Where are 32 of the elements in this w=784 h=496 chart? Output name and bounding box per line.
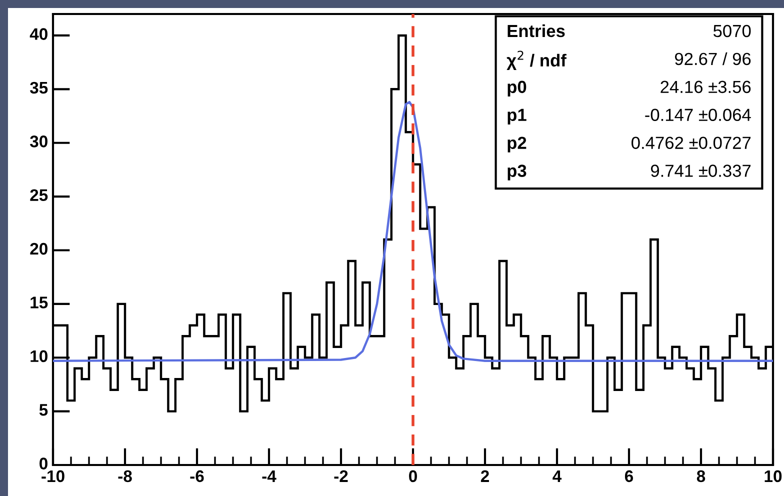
annotation: -0.147 ±0.064 [645, 108, 751, 122]
annotation: 5070 [713, 24, 751, 38]
annotation: 9.741 ±0.337 [650, 164, 751, 177]
x-tick-label: 6 [624, 470, 634, 482]
y-tick-label: 15 [30, 296, 48, 308]
x-tick-label: -8 [118, 470, 132, 482]
y-tick-label: 10 [30, 350, 48, 362]
annotation: 92.67 / 96 [674, 52, 751, 66]
y-tick-label: 25 [30, 189, 48, 202]
x-tick-label: -10 [42, 470, 64, 482]
y-tick-label: 30 [30, 136, 48, 148]
annotation: p3 [508, 164, 526, 180]
y-tick-label: 40 [30, 28, 48, 40]
x-tick-label: -2 [334, 470, 348, 482]
x-tick-label: -6 [190, 470, 204, 482]
annotation: 24.16 ±3.56 [660, 80, 751, 94]
y-tick-label: 20 [30, 242, 48, 255]
annotation: p2 [508, 136, 526, 152]
y-tick-label: 35 [30, 82, 48, 94]
annotation: p0 [508, 80, 526, 97]
x-tick-label: -4 [262, 470, 276, 482]
x-tick-label: 2 [480, 470, 489, 482]
annotation: Entries [508, 24, 565, 38]
annotation: 0.4762 ±0.0727 [632, 136, 751, 149]
x-tick-label: 4 [552, 470, 562, 482]
annotation: χ$^{2}$ / ndf [506, 50, 566, 70]
x-tick-label: 10 [764, 470, 782, 482]
x-tick-label: 8 [696, 470, 706, 482]
y-tick-label: 5 [39, 404, 48, 416]
y-tick-label: 0 [40, 458, 48, 470]
x-tick-label: 0 [409, 470, 417, 482]
annotation: p1 [508, 108, 526, 124]
